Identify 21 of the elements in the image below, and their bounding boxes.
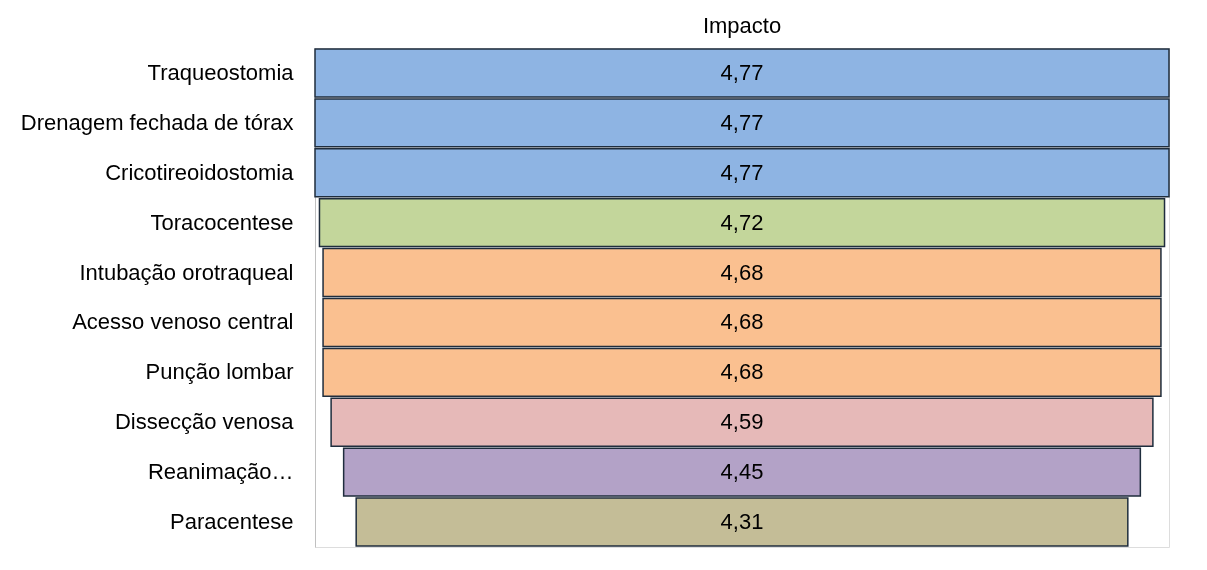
category-label: Paracentese (169, 509, 294, 535)
data-label: 4,45 (720, 459, 764, 485)
category-label: Traqueostomia (147, 59, 295, 85)
data-label: 4,77 (720, 109, 764, 135)
category-label: Drenagem fechada de tórax (20, 109, 294, 135)
category-label: Punção lombar (145, 359, 294, 385)
category-label: Intubação orotraqueal (79, 259, 294, 285)
data-label: 4,59 (720, 409, 764, 435)
category-label: Dissecção venosa (114, 409, 295, 435)
data-label: 4,77 (720, 59, 764, 85)
data-label: 4,77 (720, 159, 764, 185)
data-label: 4,72 (720, 209, 764, 235)
category-label: Toracocentese (150, 209, 294, 235)
data-label: 4,68 (720, 309, 764, 335)
category-label: Cricotireoidostomia (105, 159, 295, 185)
data-label: 4,68 (720, 359, 764, 385)
data-label: 4,68 (720, 259, 764, 285)
category-label: Acesso venoso central (72, 309, 294, 335)
text: Impacto (702, 13, 782, 38)
data-label: 4,31 (720, 509, 764, 535)
category-label: Reanimação… (147, 459, 294, 485)
